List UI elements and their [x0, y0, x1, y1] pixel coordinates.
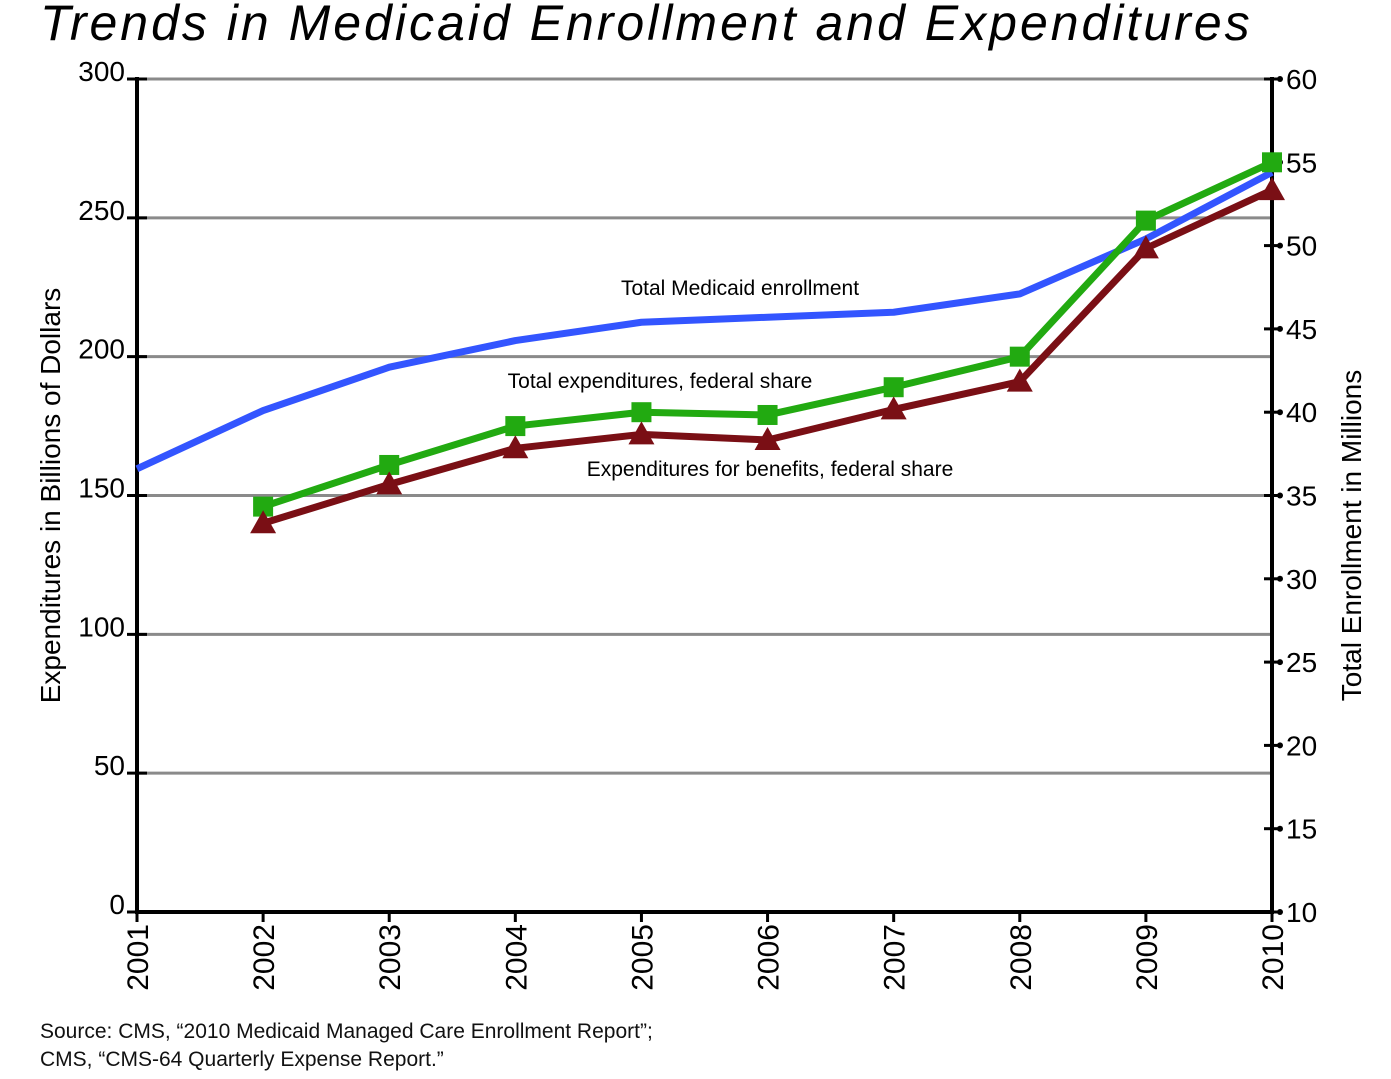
right-tick-dot	[1277, 909, 1283, 915]
right-tick-label: 10	[1286, 897, 1317, 928]
x-tick-label: 2002	[248, 924, 281, 991]
right-tick-label: 25	[1286, 647, 1317, 678]
x-tick-label: 2004	[500, 924, 533, 991]
series-label-2: Total expenditures, federal share	[508, 370, 813, 393]
axes: 0 50 100 150 200 250 300 10 15 20 25 30 35 40 45 50 55 60…	[35, 56, 1367, 991]
square-marker	[631, 402, 652, 423]
series-label-3: Expenditures for benefits, federal share	[587, 458, 954, 481]
square-marker	[253, 496, 274, 517]
right-tick-dot	[1277, 742, 1283, 749]
right-tick-dot	[1277, 409, 1283, 416]
right-tick-label: 55	[1286, 147, 1317, 178]
right-tick-dot	[1277, 825, 1283, 832]
left-tick-label: 250	[78, 195, 125, 226]
grid-lines	[137, 77, 1272, 775]
triangle-marker	[1132, 235, 1159, 259]
left-tick-label: 0	[109, 889, 125, 920]
left-axis-title: Expenditures in Billions of Dollars	[35, 288, 66, 704]
right-axis-title: Total Enrollment in Millions	[1336, 370, 1367, 701]
right-tick-label: 30	[1286, 564, 1317, 595]
right-tick-label: 40	[1286, 397, 1317, 428]
x-tick-label: 2008	[1005, 924, 1038, 991]
right-tick-dot	[1277, 325, 1283, 332]
x-tick-label: 2005	[626, 924, 659, 991]
x-tick-label: 2007	[879, 924, 912, 991]
square-marker	[1262, 152, 1282, 173]
right-tick-label: 35	[1286, 481, 1317, 512]
x-tick-label: 2006	[753, 924, 786, 991]
source-note: Source: CMS, “2010 Medicaid Managed Care…	[40, 1018, 653, 1074]
x-tick-label: 2009	[1131, 924, 1164, 991]
series-labels: Total Medicaid enrollment Total expenditu…	[508, 277, 954, 481]
source-line-1: Source: CMS, “2010 Medicaid Managed Care…	[40, 1020, 653, 1043]
source-line-2: CMS, “CMS-64 Quarterly Expense Report.”	[40, 1048, 444, 1071]
left-tick-label: 200	[78, 334, 125, 365]
square-marker	[505, 416, 526, 437]
left-tick-label: 50	[94, 750, 125, 781]
left-tick-label: 150	[78, 473, 125, 504]
right-tick-label: 20	[1286, 730, 1317, 761]
square-marker	[1135, 210, 1156, 231]
right-tick-label: 15	[1286, 814, 1317, 845]
triangle-marker	[880, 396, 907, 420]
right-tick-label: 45	[1286, 314, 1317, 345]
triangle-marker	[250, 510, 277, 534]
right-tick-dot	[1277, 76, 1283, 82]
series-lines	[135, 152, 1285, 534]
series-line-1	[135, 169, 1274, 473]
right-tick-label: 50	[1286, 231, 1317, 262]
triangle-marker	[628, 421, 655, 445]
left-tick-label: 300	[78, 56, 125, 87]
x-tick-label: 2001	[122, 924, 155, 991]
triangle-marker	[502, 435, 529, 459]
square-marker	[883, 377, 904, 398]
x-tick-label: 2010	[1257, 924, 1290, 991]
triangle-marker	[376, 471, 403, 495]
left-tick-label: 100	[78, 611, 125, 642]
square-marker	[757, 404, 778, 425]
triangle-marker	[754, 426, 781, 450]
right-tick-label: 60	[1286, 64, 1317, 95]
series-label-1: Total Medicaid enrollment	[621, 277, 859, 300]
x-tick-label: 2003	[374, 924, 407, 991]
series-line-2	[262, 159, 1274, 510]
right-tick-dot	[1277, 659, 1283, 666]
chart-title: Trends in Medicaid Enrollment and Expend…	[40, 0, 1253, 51]
right-tick-dot	[1277, 575, 1283, 582]
right-tick-dot	[1277, 242, 1283, 249]
triangle-marker	[1259, 177, 1285, 201]
square-marker	[379, 454, 400, 475]
square-marker	[1009, 346, 1030, 367]
triangle-marker	[1006, 368, 1033, 392]
right-tick-dot	[1277, 492, 1283, 499]
